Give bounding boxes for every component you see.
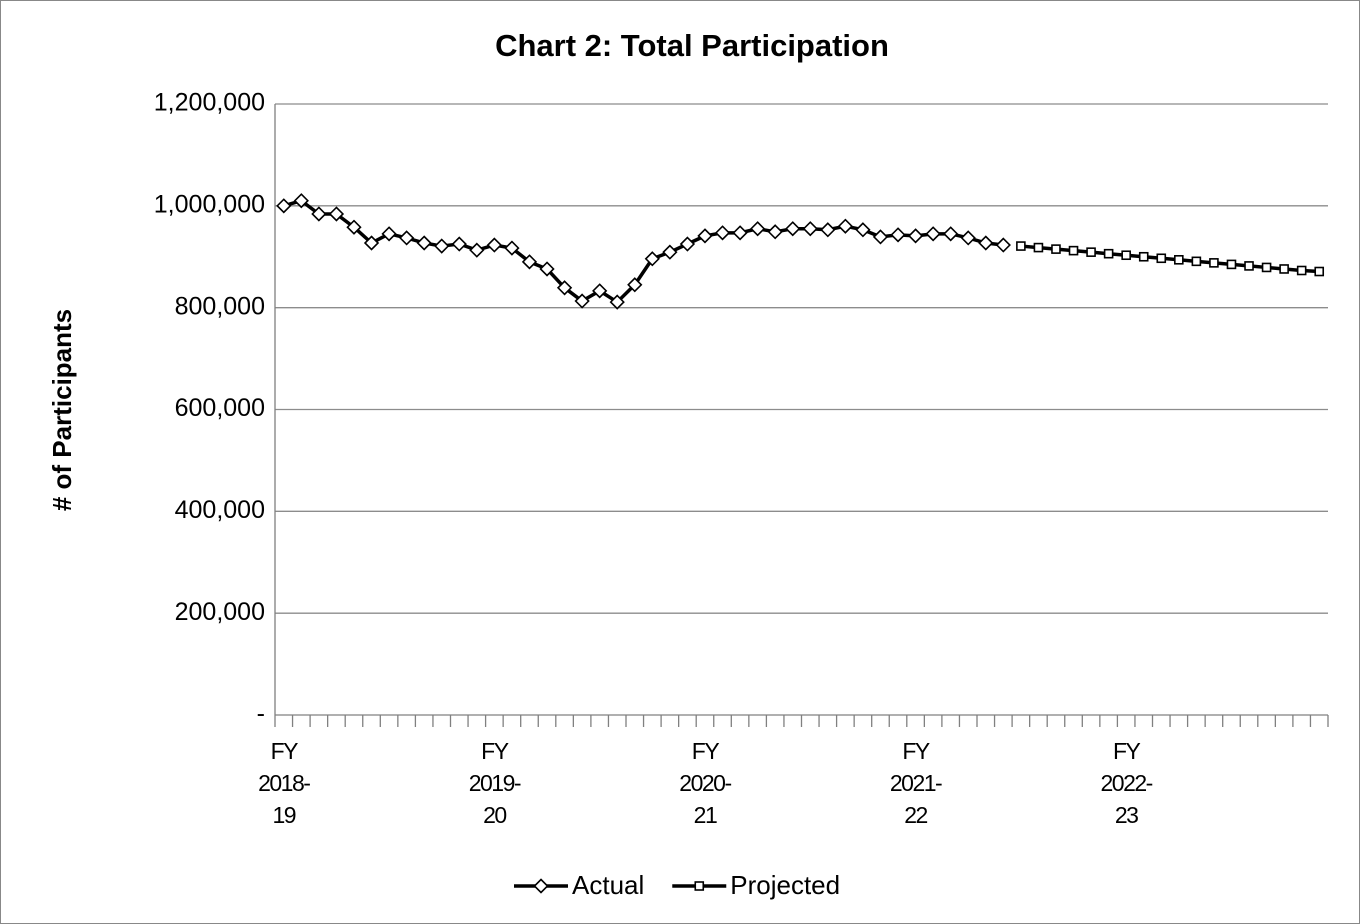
legend-item: Actual [514,870,644,900]
diamond-marker [785,221,801,237]
diamond-marker [486,237,503,253]
square-marker [1191,256,1202,267]
diamond-marker [925,226,941,242]
y-axis-label: # of Participants [47,309,77,511]
x-tick-label: FY 2020- 21 [679,738,732,828]
diamond-marker [416,235,432,251]
square-marker [1296,265,1307,276]
square-marker [1261,262,1272,273]
square-marker [1068,245,1079,256]
square-marker [1244,261,1254,271]
diamond-marker [943,226,959,242]
square-marker [1314,266,1325,277]
square-marker [1033,242,1044,253]
y-tick-label: 400,000 [175,496,265,524]
square-marker [1279,264,1289,274]
diamond-marker [451,236,467,252]
x-tick-label: FY 2021- 22 [889,738,943,828]
y-tick-label: 200,000 [175,598,265,626]
square-marker [694,881,705,891]
square-marker [1121,250,1131,261]
y-tick-label: 600,000 [175,394,265,422]
diamond-marker [592,283,608,299]
diamond-marker [363,235,380,251]
diamond-marker [697,228,713,244]
square-marker [1103,248,1114,259]
diamond-marker [855,222,871,238]
chart-title: Chart 2: Total Participation [495,28,889,63]
diamond-marker [381,226,397,242]
diamond-marker [434,238,450,254]
x-tick-label: FY 2022- 23 [1100,738,1154,828]
square-marker [1174,255,1184,265]
y-tick-label: 800,000 [175,292,265,320]
square-marker [1016,241,1026,251]
square-marker [1086,247,1096,257]
diamond-marker [714,225,731,241]
x-tick-label: FY 2019- 20 [468,738,522,828]
diamond-marker [469,242,485,258]
diamond-marker [539,261,555,277]
diamond-marker [978,235,994,251]
diamond-marker [662,244,678,260]
diamond-marker [679,236,696,252]
square-marker [1051,244,1061,254]
y-tick-label: 1,200,000 [154,89,265,117]
diamond-marker [504,240,520,256]
diamond-marker [276,198,292,214]
square-marker [1209,258,1219,268]
diamond-marker [346,219,362,235]
diamond-marker [767,224,783,240]
legend-label: Actual [572,870,644,900]
diamond-marker [960,230,976,246]
diamond-marker [556,280,573,296]
square-marker [1156,253,1167,264]
diamond-marker [749,221,766,237]
diamond-marker [293,193,309,209]
y-tick-label: 1,000,000 [154,190,265,218]
legend-item: Projected [672,870,840,900]
diamond-marker [533,878,549,894]
y-tick-label: - [257,700,265,728]
diamond-marker [890,227,906,243]
diamond-marker [802,221,818,237]
diamond-marker [872,229,889,245]
diamond-marker [820,222,836,238]
legend-label: Projected [730,870,840,900]
square-marker [1226,259,1237,270]
diamond-marker [328,206,345,222]
diamond-marker [732,225,748,241]
diamond-marker [574,293,590,309]
diamond-marker [837,218,854,234]
x-tick-label: FY 2018- 19 [258,738,311,828]
diamond-marker [644,251,660,267]
square-marker [1138,251,1149,262]
diamond-marker [995,237,1011,253]
diamond-marker [609,294,625,310]
diamond-marker [398,230,415,246]
diamond-marker [521,254,538,270]
diamond-marker [627,277,643,293]
diamond-marker [311,206,327,222]
diamond-marker [907,228,924,244]
